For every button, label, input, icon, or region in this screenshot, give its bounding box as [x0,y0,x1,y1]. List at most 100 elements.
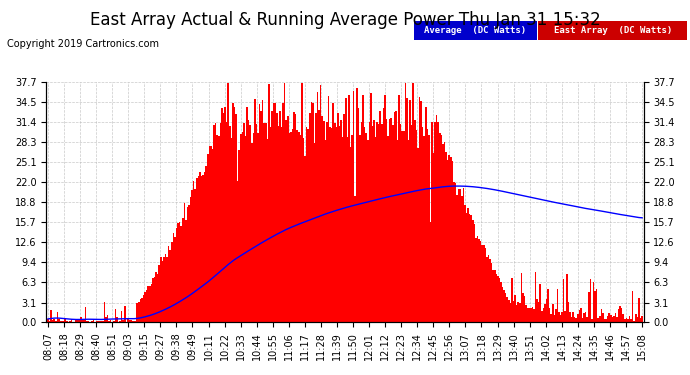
Bar [340,120,342,322]
Bar [329,127,331,322]
Bar [572,312,574,322]
Bar [180,226,182,322]
Bar [588,292,589,322]
Bar [273,102,275,322]
Bar [392,124,393,322]
Bar [249,125,251,322]
Bar [466,213,467,322]
Bar [631,319,632,322]
Bar [495,274,497,322]
Bar [265,123,266,322]
Bar [202,175,204,322]
Bar [395,111,397,322]
Bar [391,118,392,322]
Bar [355,195,356,322]
Bar [310,102,312,322]
Bar [444,142,445,322]
Bar [478,238,480,322]
Bar [488,255,489,322]
Bar [83,320,85,322]
Bar [458,189,460,322]
Bar [598,318,599,322]
Bar [380,111,381,322]
Bar [77,320,79,322]
Bar [368,122,370,322]
Bar [255,124,257,322]
Bar [467,208,469,322]
Bar [104,302,105,322]
Bar [500,282,502,322]
Bar [97,321,99,322]
Bar [583,313,585,322]
Bar [538,21,687,40]
Bar [375,136,376,322]
Bar [260,111,262,322]
Bar [398,95,400,322]
Bar [513,301,514,322]
Bar [115,309,116,322]
Bar [188,205,190,322]
Bar [282,104,284,322]
Bar [424,136,425,322]
Bar [92,320,94,322]
Bar [243,123,245,322]
Bar [335,127,337,322]
Bar [580,308,582,322]
Bar [553,315,555,322]
Bar [508,300,510,322]
Bar [152,278,154,322]
Bar [426,129,428,322]
Bar [419,96,420,322]
Bar [589,279,591,322]
Bar [506,297,508,322]
Bar [184,203,185,322]
Bar [460,189,461,322]
Bar [577,314,579,322]
Bar [88,321,90,322]
Bar [75,320,77,322]
Bar [489,259,491,322]
Bar [505,293,506,322]
Bar [357,108,359,322]
Bar [386,119,387,322]
Bar [461,196,462,322]
Bar [161,261,163,322]
Bar [638,298,640,322]
Bar [232,103,234,322]
Bar [522,293,524,322]
Bar [535,272,536,322]
Bar [124,306,126,322]
Bar [502,287,503,322]
Bar [146,290,148,322]
Bar [441,135,442,322]
Bar [596,289,598,322]
Bar [235,114,237,322]
Bar [130,320,132,322]
Bar [585,312,586,322]
Bar [569,312,571,322]
Bar [571,317,572,322]
Bar [119,321,121,322]
Bar [551,315,552,322]
Bar [52,320,53,322]
Bar [287,116,288,322]
Bar [452,161,453,322]
Bar [314,142,315,322]
Bar [605,319,607,322]
Bar [627,319,629,322]
Bar [626,318,627,322]
Bar [57,312,58,322]
Bar [271,111,273,322]
Bar [546,299,547,322]
Bar [613,316,615,322]
Bar [406,98,408,322]
Bar [604,319,605,322]
Bar [359,135,361,322]
Bar [207,154,208,322]
Bar [414,120,415,322]
Bar [105,316,107,322]
Bar [210,146,212,322]
Bar [364,127,366,322]
Bar [290,132,292,322]
Bar [307,129,309,322]
